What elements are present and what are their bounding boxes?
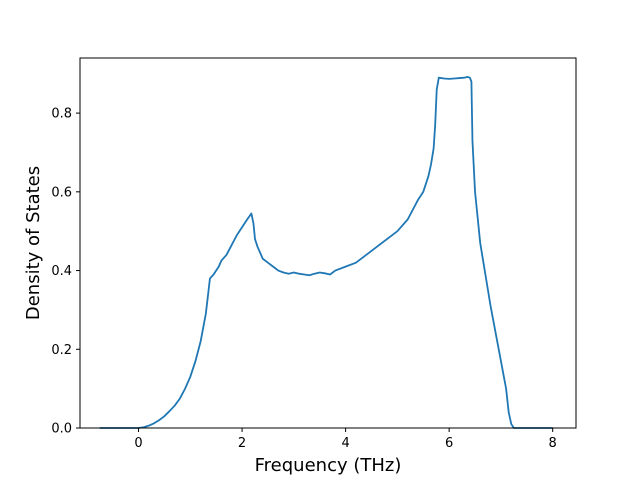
x-tick-label: 0 (134, 436, 142, 451)
plot-layer (99, 75, 553, 429)
y-tick-label: 0.4 (51, 264, 72, 279)
y-axis-label: Density of States (23, 166, 44, 320)
y-tick-label: 0.0 (51, 422, 72, 437)
x-tick-label: 6 (445, 436, 453, 451)
x-tick-label: 8 (549, 436, 557, 451)
ticks-layer: 0 2 4 6 8 0.0 0.2 0.4 0.6 0.8 (51, 107, 557, 451)
y-tick-label: 0.8 (51, 107, 72, 122)
y-tick-label: 0.6 (51, 185, 72, 200)
y-tick-label: 0.2 (51, 343, 72, 358)
x-axis-label: Frequency (THz) (255, 455, 402, 476)
x-tick-label: 2 (238, 436, 246, 451)
x-tick-label: 4 (341, 436, 349, 451)
plot-frame (79, 57, 577, 429)
dos-line-series-0 (99, 75, 553, 429)
